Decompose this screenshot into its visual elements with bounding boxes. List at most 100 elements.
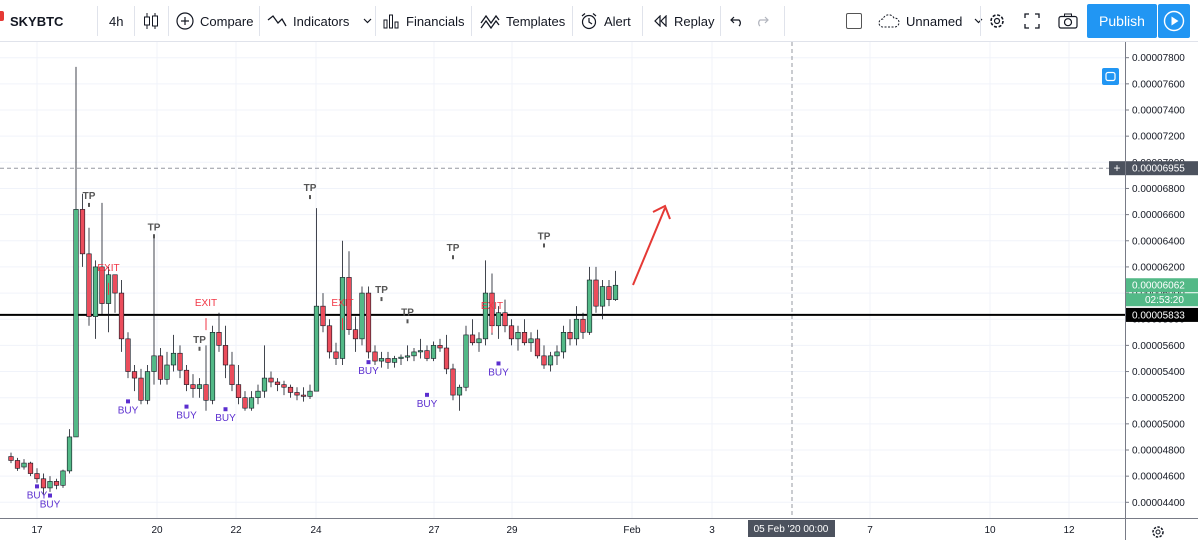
axis-price-labels: +0.00006955 0.00006062 02:53:20 0.00005833 0… xyxy=(748,161,1198,537)
candle xyxy=(606,280,612,307)
gear-icon xyxy=(1152,526,1164,538)
chart-pane[interactable]: TP EXIT TP TP EXIT TP EXIT TP TP TP EXIT TP BUY BUY BU… xyxy=(0,42,1198,540)
candle xyxy=(8,452,14,464)
candle-body xyxy=(268,377,274,383)
candle-body xyxy=(203,384,209,401)
candle xyxy=(521,319,528,346)
redo-button[interactable] xyxy=(755,0,769,42)
publish-button[interactable]: Publish xyxy=(1087,4,1157,38)
candle xyxy=(365,286,372,359)
buy-signal-label: BUY xyxy=(358,366,379,377)
candle xyxy=(554,345,560,365)
axis-settings-icon[interactable] xyxy=(1152,526,1164,538)
candle-body xyxy=(144,371,151,401)
candle-body xyxy=(385,358,391,363)
candle xyxy=(404,345,411,362)
crosshair-time-bg xyxy=(748,520,835,537)
chevron-down-icon xyxy=(363,18,372,24)
candle-body xyxy=(599,286,606,307)
candle-body xyxy=(131,371,138,379)
candle xyxy=(105,266,112,333)
candle-body xyxy=(430,345,437,359)
fullscreen-button[interactable] xyxy=(1024,0,1040,42)
buy-signal-label: BUY xyxy=(118,405,139,416)
tp-signal-label: TP xyxy=(148,222,161,233)
toolbar-divider xyxy=(642,6,643,36)
candle-body xyxy=(411,351,417,357)
candlestick-chart[interactable]: TPEXITTPTPEXITTPEXITTPTPTPEXITTPBUYBUYBU… xyxy=(0,42,1198,540)
layout-menu-button[interactable]: Unnamed xyxy=(878,0,983,42)
candle-body xyxy=(190,384,196,389)
candle xyxy=(170,334,177,372)
templates-button[interactable]: Templates xyxy=(480,0,565,42)
candle xyxy=(599,280,606,320)
arrow-drawing[interactable] xyxy=(632,204,671,286)
candle xyxy=(255,384,261,405)
compare-button[interactable]: Compare xyxy=(176,0,253,42)
candle-body xyxy=(339,277,346,359)
candle xyxy=(118,280,125,352)
settings-button[interactable] xyxy=(988,0,1006,42)
tp-signal-label: TP xyxy=(447,243,460,254)
candle xyxy=(222,325,229,379)
candle xyxy=(534,329,541,359)
indicators-button[interactable]: Indicators xyxy=(267,0,372,42)
candle xyxy=(27,461,34,477)
candle-body xyxy=(92,266,99,317)
trend-arrow-shaft xyxy=(632,207,666,286)
alert-button[interactable]: Alert xyxy=(580,0,631,42)
candle xyxy=(352,316,359,352)
candle xyxy=(287,384,294,398)
toolbar-divider xyxy=(259,6,260,36)
financials-button[interactable]: Financials xyxy=(383,0,465,42)
replay-button[interactable]: Replay xyxy=(652,0,714,42)
candle xyxy=(508,319,515,346)
buy-signal-label: BUY xyxy=(417,399,438,410)
scale-toggle-button[interactable] xyxy=(1102,68,1119,85)
time-tick-label: 3 xyxy=(709,525,715,536)
candle-body xyxy=(528,338,534,344)
undo-button[interactable] xyxy=(730,0,744,42)
snapshot-button[interactable] xyxy=(1058,0,1078,42)
buy-marker xyxy=(366,360,371,365)
candle xyxy=(281,380,287,396)
chart-style-button[interactable] xyxy=(143,0,159,42)
select-layout-checkbox[interactable] xyxy=(846,0,862,42)
play-button[interactable] xyxy=(1158,4,1190,38)
candle xyxy=(144,365,151,405)
candle-body xyxy=(164,364,170,380)
candle-body xyxy=(456,386,463,396)
candle xyxy=(515,325,521,351)
indicators-label: Indicators xyxy=(293,13,350,29)
candle-body xyxy=(40,478,47,489)
toolbar-divider xyxy=(980,6,981,36)
candle xyxy=(196,378,203,398)
tp-marker xyxy=(380,297,383,302)
redo-icon xyxy=(758,16,769,27)
candle-body xyxy=(333,351,339,359)
tp-signal-label: TP xyxy=(304,183,317,194)
interval-button[interactable]: 4h xyxy=(109,13,124,29)
candle-body xyxy=(443,347,450,370)
candle-body xyxy=(307,390,313,397)
crosshair-price-label-bg xyxy=(1126,161,1198,176)
candle-body xyxy=(229,364,235,385)
gear-icon-center xyxy=(1155,529,1161,535)
axes: 0.00007800 0.00007600 0.00007400 0.00007200… xyxy=(0,42,1198,540)
buy-marker xyxy=(184,404,189,409)
crosshair-price-label: 0.00006955 xyxy=(1132,164,1185,175)
buy-signal-label: BUY xyxy=(176,411,197,422)
candle-body xyxy=(86,253,92,317)
candle-body xyxy=(534,338,541,357)
symbol-search[interactable]: SKYBTC xyxy=(10,13,64,29)
toolbar-divider xyxy=(168,6,169,36)
candle xyxy=(573,306,580,346)
trend-arrow-head xyxy=(652,204,671,220)
alert-label: Alert xyxy=(604,13,631,29)
candle-body xyxy=(138,377,144,401)
countdown-label: 02:53:20 xyxy=(1145,295,1184,306)
candle-body xyxy=(313,305,320,392)
candle-body xyxy=(521,332,528,344)
candle xyxy=(34,468,40,483)
candle-body xyxy=(476,338,482,344)
